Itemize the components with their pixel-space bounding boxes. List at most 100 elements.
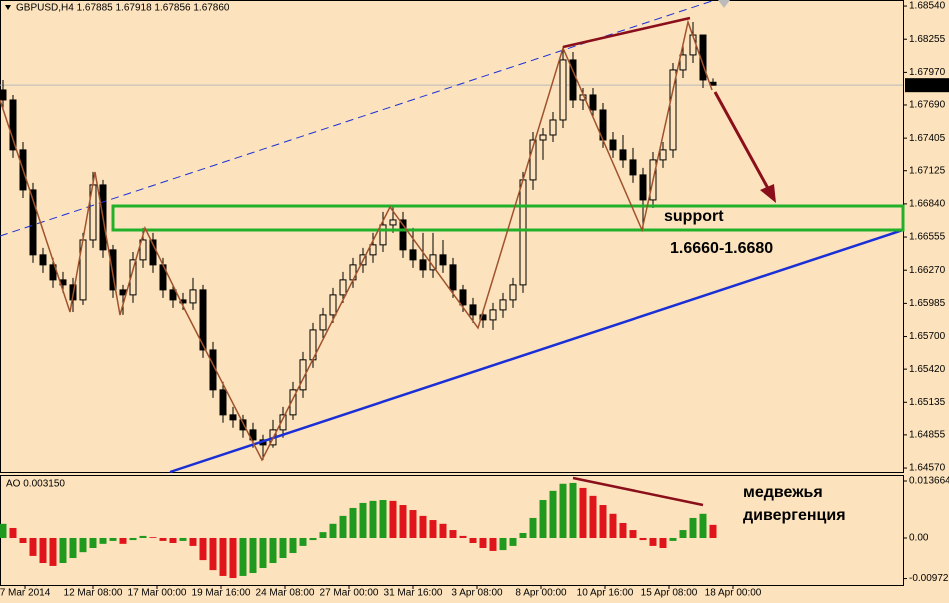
ao-bar	[659, 537, 667, 548]
ao-bar	[479, 537, 487, 548]
candle-body	[539, 134, 547, 141]
ao-bar	[29, 537, 37, 556]
ao-bar	[39, 537, 47, 564]
ao-bar	[439, 523, 447, 538]
ao-bar	[459, 535, 467, 538]
candle-body	[659, 149, 667, 161]
candle-body	[199, 289, 207, 351]
ao-bar	[349, 507, 357, 538]
ao-bar	[49, 537, 57, 566]
candle-body	[499, 299, 507, 311]
ao-bar	[99, 537, 107, 544]
candle-body	[469, 304, 477, 316]
candle-body	[479, 314, 487, 321]
ao-bar	[519, 532, 527, 538]
ao-bar	[199, 537, 207, 561]
candle-body	[409, 249, 417, 261]
ao-bar	[369, 500, 377, 538]
ao-bar	[279, 537, 287, 559]
candle-body	[639, 174, 647, 201]
ao-bar	[409, 510, 417, 538]
ao-bar	[379, 500, 387, 538]
support-trend-line	[169, 228, 904, 474]
y-tick-label: 1.66840	[909, 199, 946, 210]
forecast-arrow	[713, 91, 772, 193]
last-price-box	[905, 78, 949, 93]
x-tick-label: 19 Mar 16:00	[192, 588, 251, 599]
ao-bar	[419, 515, 427, 538]
annotation: медвежья	[743, 484, 823, 501]
y-tick-label: 1.64570	[909, 463, 946, 474]
ao-bar	[79, 537, 87, 553]
zigzag	[0, 19, 713, 462]
candle-body	[399, 219, 407, 251]
candle-body	[29, 189, 37, 256]
candle-body	[249, 429, 257, 441]
y-tick-label: 1.65420	[909, 364, 946, 375]
y-tick-label: 1.67970	[909, 67, 946, 78]
x-tick-label: 24 Mar 08:00	[256, 588, 315, 599]
ao-bar	[509, 537, 517, 546]
candle-body	[119, 289, 127, 296]
ao-bar	[599, 505, 607, 538]
x-tick-label: 15 Apr 08:00	[641, 588, 698, 599]
y-tick-label: 1.67125	[909, 165, 946, 176]
candle-body	[339, 279, 347, 296]
candle-body	[629, 159, 637, 176]
candle-body	[379, 224, 387, 246]
ao-bar	[359, 502, 367, 538]
ao-bar	[109, 537, 117, 541]
candle-body	[609, 139, 617, 151]
ao-bar	[179, 537, 187, 541]
y-tick-label: 1.68255	[909, 34, 946, 45]
x-tick-label: 18 Apr 00:00	[705, 588, 762, 599]
channel-end-marker	[718, 0, 730, 8]
annotation: дивергенция	[743, 507, 846, 524]
ao-bar	[679, 530, 687, 538]
candle-body	[169, 289, 177, 301]
y-tick-label: 0.013664	[909, 476, 949, 487]
candle-body	[459, 289, 467, 306]
ao-bar	[229, 537, 237, 579]
y-tick-label: 1.65985	[909, 298, 946, 309]
ao-bar	[299, 537, 307, 546]
ao-bar	[489, 537, 497, 551]
ao-bar	[469, 537, 477, 543]
ao-bar	[629, 530, 637, 538]
ao-bar	[219, 537, 227, 576]
ao-bar	[129, 537, 137, 541]
candle-body	[369, 244, 377, 256]
ao-bar	[189, 537, 197, 546]
ao-bar	[709, 524, 717, 538]
ao-bar	[499, 537, 507, 551]
x-tick-label: 27 Mar 00:00	[320, 588, 379, 599]
candle-body	[439, 254, 447, 266]
candle-body	[589, 94, 597, 111]
candle-body	[489, 309, 497, 321]
ao-bar	[389, 500, 397, 538]
x-tick-label: 12 Mar 08:00	[64, 588, 123, 599]
annotation: 1.6660-1.6680	[670, 240, 773, 257]
ao-bar	[269, 537, 277, 564]
ao-bar	[669, 537, 677, 541]
x-tick-label: 17 Mar 00:00	[128, 588, 187, 599]
candle-body	[389, 219, 397, 226]
ao-title: AO 0.003150	[6, 479, 65, 490]
candle-body	[669, 69, 677, 151]
ao-bar	[249, 537, 257, 574]
ao-bar	[89, 537, 97, 548]
ao-bar	[329, 523, 337, 538]
x-tick-label: 7 Mar 2014	[0, 588, 51, 599]
y-tick-label: 0.00	[909, 533, 929, 544]
y-tick-label: 1.68540	[909, 1, 946, 12]
candle-body	[569, 59, 577, 101]
y-tick-label: 1.67405	[909, 133, 946, 144]
ao-bar	[529, 517, 537, 538]
y-tick-label: 1.65700	[909, 331, 946, 342]
ao-bar	[309, 537, 317, 541]
candle-body	[679, 54, 687, 71]
ao-bar	[289, 537, 297, 554]
ao-bar	[449, 530, 457, 538]
